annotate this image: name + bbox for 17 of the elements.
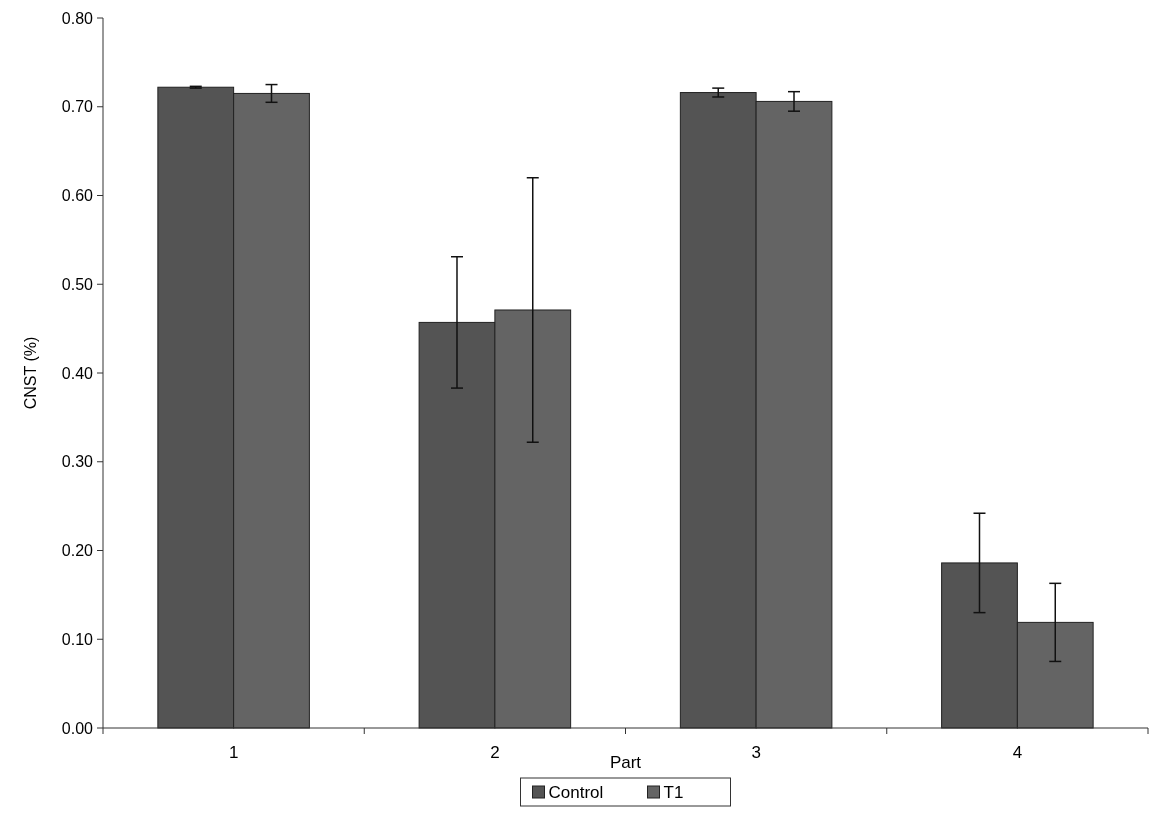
legend-label: T1 [663, 783, 684, 802]
y-tick-label: 0.80 [61, 9, 94, 27]
y-tick-label: 0.30 [61, 453, 94, 471]
x-tick-label: 3 [751, 743, 761, 762]
y-tick-label: 0.10 [61, 630, 94, 648]
y-tick-label: 0.70 [61, 98, 94, 116]
y-tick-label: 0.40 [61, 364, 94, 382]
y-tick-label: 0.50 [61, 275, 94, 293]
x-tick-label: 2 [490, 743, 500, 762]
x-tick-label: 4 [1012, 743, 1023, 762]
legend-label: Control [548, 783, 604, 802]
y-tick-label: 0.00 [61, 719, 94, 737]
y-tick-label: 0.20 [61, 542, 94, 560]
x-tick-label: 1 [228, 743, 239, 762]
y-tick-label: 0.60 [61, 187, 94, 205]
x-axis-title: Part [609, 753, 642, 772]
y-axis-title: CNST (%) [22, 336, 39, 410]
